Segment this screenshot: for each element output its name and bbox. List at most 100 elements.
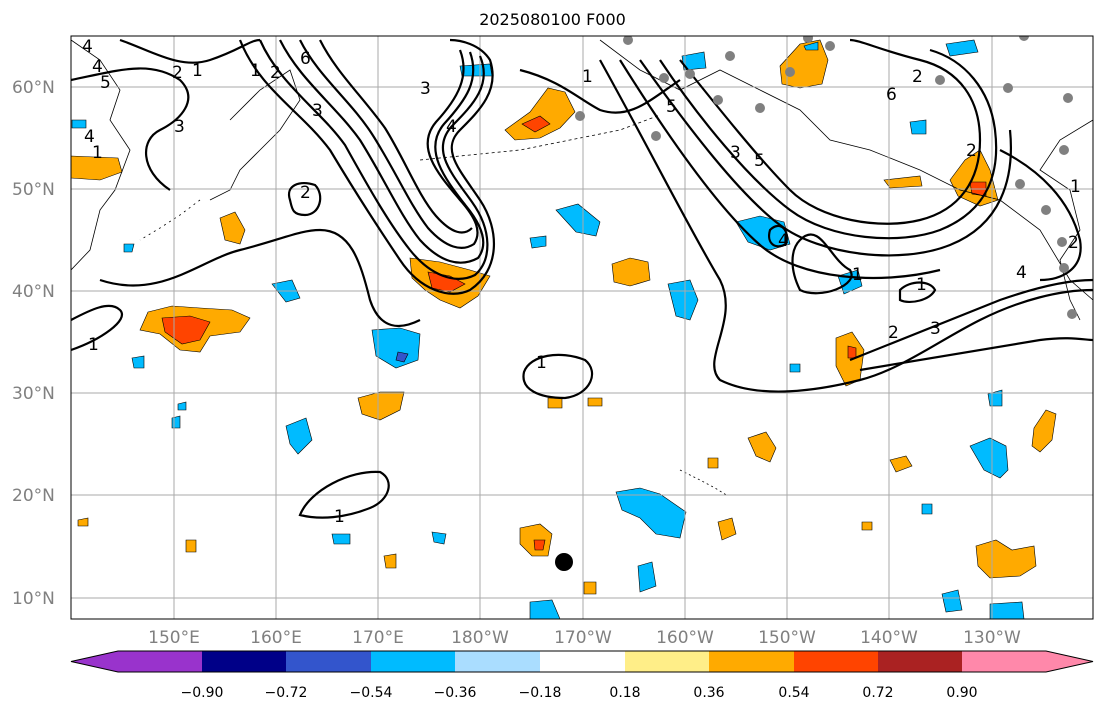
negative-patch: [941, 589, 963, 613]
positive-patch: [717, 517, 737, 541]
station-dots: [575, 36, 1077, 319]
colorbar: [70, 650, 1094, 673]
positive-patch: [883, 175, 923, 189]
negative-patch: [529, 235, 547, 249]
negative-patch: [667, 279, 699, 321]
station-dot: [1057, 237, 1067, 247]
contour-line: [519, 68, 681, 114]
positive-patch: [547, 397, 563, 409]
map-title: 2025080100 F000: [479, 10, 626, 29]
contour-label: 5: [100, 73, 111, 93]
contour-label: 2: [966, 141, 977, 161]
negative-patch: [529, 599, 561, 619]
colorbar-segment: [118, 651, 202, 672]
colorbar-segment: [540, 651, 625, 672]
colorbar-tick-label: −0.54: [350, 685, 393, 701]
negative-patch: [177, 401, 187, 411]
storm-marker: [555, 553, 573, 571]
contour-line: [639, 59, 1012, 257]
contour-label: 5: [666, 97, 677, 117]
negative-patch: [615, 487, 687, 539]
contour-lines: [71, 38, 1093, 519]
colorbar-segment: [371, 651, 455, 672]
positive-patch: [357, 391, 405, 421]
station-dot: [685, 69, 695, 79]
contour-label: 4: [82, 37, 93, 57]
contour-line: [299, 39, 479, 249]
contour-label: 1: [916, 275, 927, 295]
contour-label: 2: [1068, 233, 1079, 253]
negative-patch: [637, 561, 657, 593]
contour-label: 2: [888, 323, 899, 343]
negative-patch: [969, 437, 1009, 479]
contour-label: 4: [92, 57, 103, 77]
contour-line: [898, 281, 937, 304]
positive-patch: [611, 257, 651, 287]
asia-coastline: [71, 39, 131, 271]
latitude-labels: 60°N 50°N 40°N 30°N 20°N 10°N: [12, 78, 55, 609]
positive-patch: [77, 517, 89, 527]
station-dot: [575, 111, 585, 121]
positive-patch: [71, 155, 123, 181]
contour-label: 1: [1070, 177, 1081, 197]
positive-patch: [707, 457, 719, 469]
station-dot: [785, 67, 795, 77]
contour-line: [71, 304, 123, 352]
lon-label: 160°E: [250, 628, 302, 648]
negative-patch: [171, 415, 181, 429]
hawaii-islands: [679, 469, 729, 497]
contour-label: 4: [1016, 263, 1027, 283]
positive-patch: [587, 397, 603, 407]
station-dot: [623, 36, 633, 45]
colorbar-tick-label: 0.36: [693, 685, 724, 701]
station-dot: [659, 73, 669, 83]
negative-patch: [803, 41, 819, 51]
contour-label: 1: [582, 67, 593, 87]
contour-line: [71, 67, 190, 191]
negative-patch: [431, 531, 447, 545]
positive-patch: [504, 87, 576, 141]
lon-label: 170°W: [554, 628, 612, 648]
station-dot: [1003, 83, 1013, 93]
colorbar-segment: [794, 651, 878, 672]
contour-label: 1: [192, 61, 203, 81]
lon-label: 160°W: [656, 628, 714, 648]
negative-patch: [945, 39, 979, 57]
positive-core: [847, 345, 857, 359]
negative-patch: [789, 363, 801, 373]
station-dot: [713, 95, 723, 105]
contour-label: 3: [312, 101, 323, 121]
map-frame: [70, 35, 1094, 620]
negative-patch: [989, 601, 1025, 619]
colorbar-tick-label: −0.36: [434, 685, 477, 701]
positive-patch: [185, 539, 197, 553]
contour-label: 2: [172, 63, 183, 83]
contour-line: [999, 149, 1082, 282]
longitude-labels: 150°E 160°E 170°E 180°W 170°W 160°W 150°…: [148, 628, 1021, 648]
negative-patch: [285, 417, 313, 455]
colorbar-segment: [455, 651, 540, 672]
positive-core: [521, 115, 551, 133]
station-dot: [825, 41, 835, 51]
colorbar-segment: [709, 651, 794, 672]
negative-core: [395, 351, 409, 363]
lon-label: 150°W: [758, 628, 816, 648]
contour-line: [238, 38, 496, 295]
lat-label: 10°N: [12, 589, 55, 609]
contour-line: [258, 39, 489, 280]
contour-line: [768, 224, 788, 248]
positive-core: [533, 539, 546, 551]
station-dot: [725, 51, 735, 61]
contour-label: 1: [852, 265, 863, 285]
negative-patch: [131, 355, 145, 369]
positive-patch: [383, 553, 397, 569]
positive-patch: [219, 211, 246, 245]
negative-patch: [909, 119, 927, 135]
station-dot: [651, 131, 661, 141]
colorbar-segment: [71, 651, 118, 672]
kuril-islands: [139, 199, 201, 241]
contour-label: 3: [730, 143, 741, 163]
colorbar-segment: [878, 651, 962, 672]
positive-patch: [975, 539, 1037, 579]
